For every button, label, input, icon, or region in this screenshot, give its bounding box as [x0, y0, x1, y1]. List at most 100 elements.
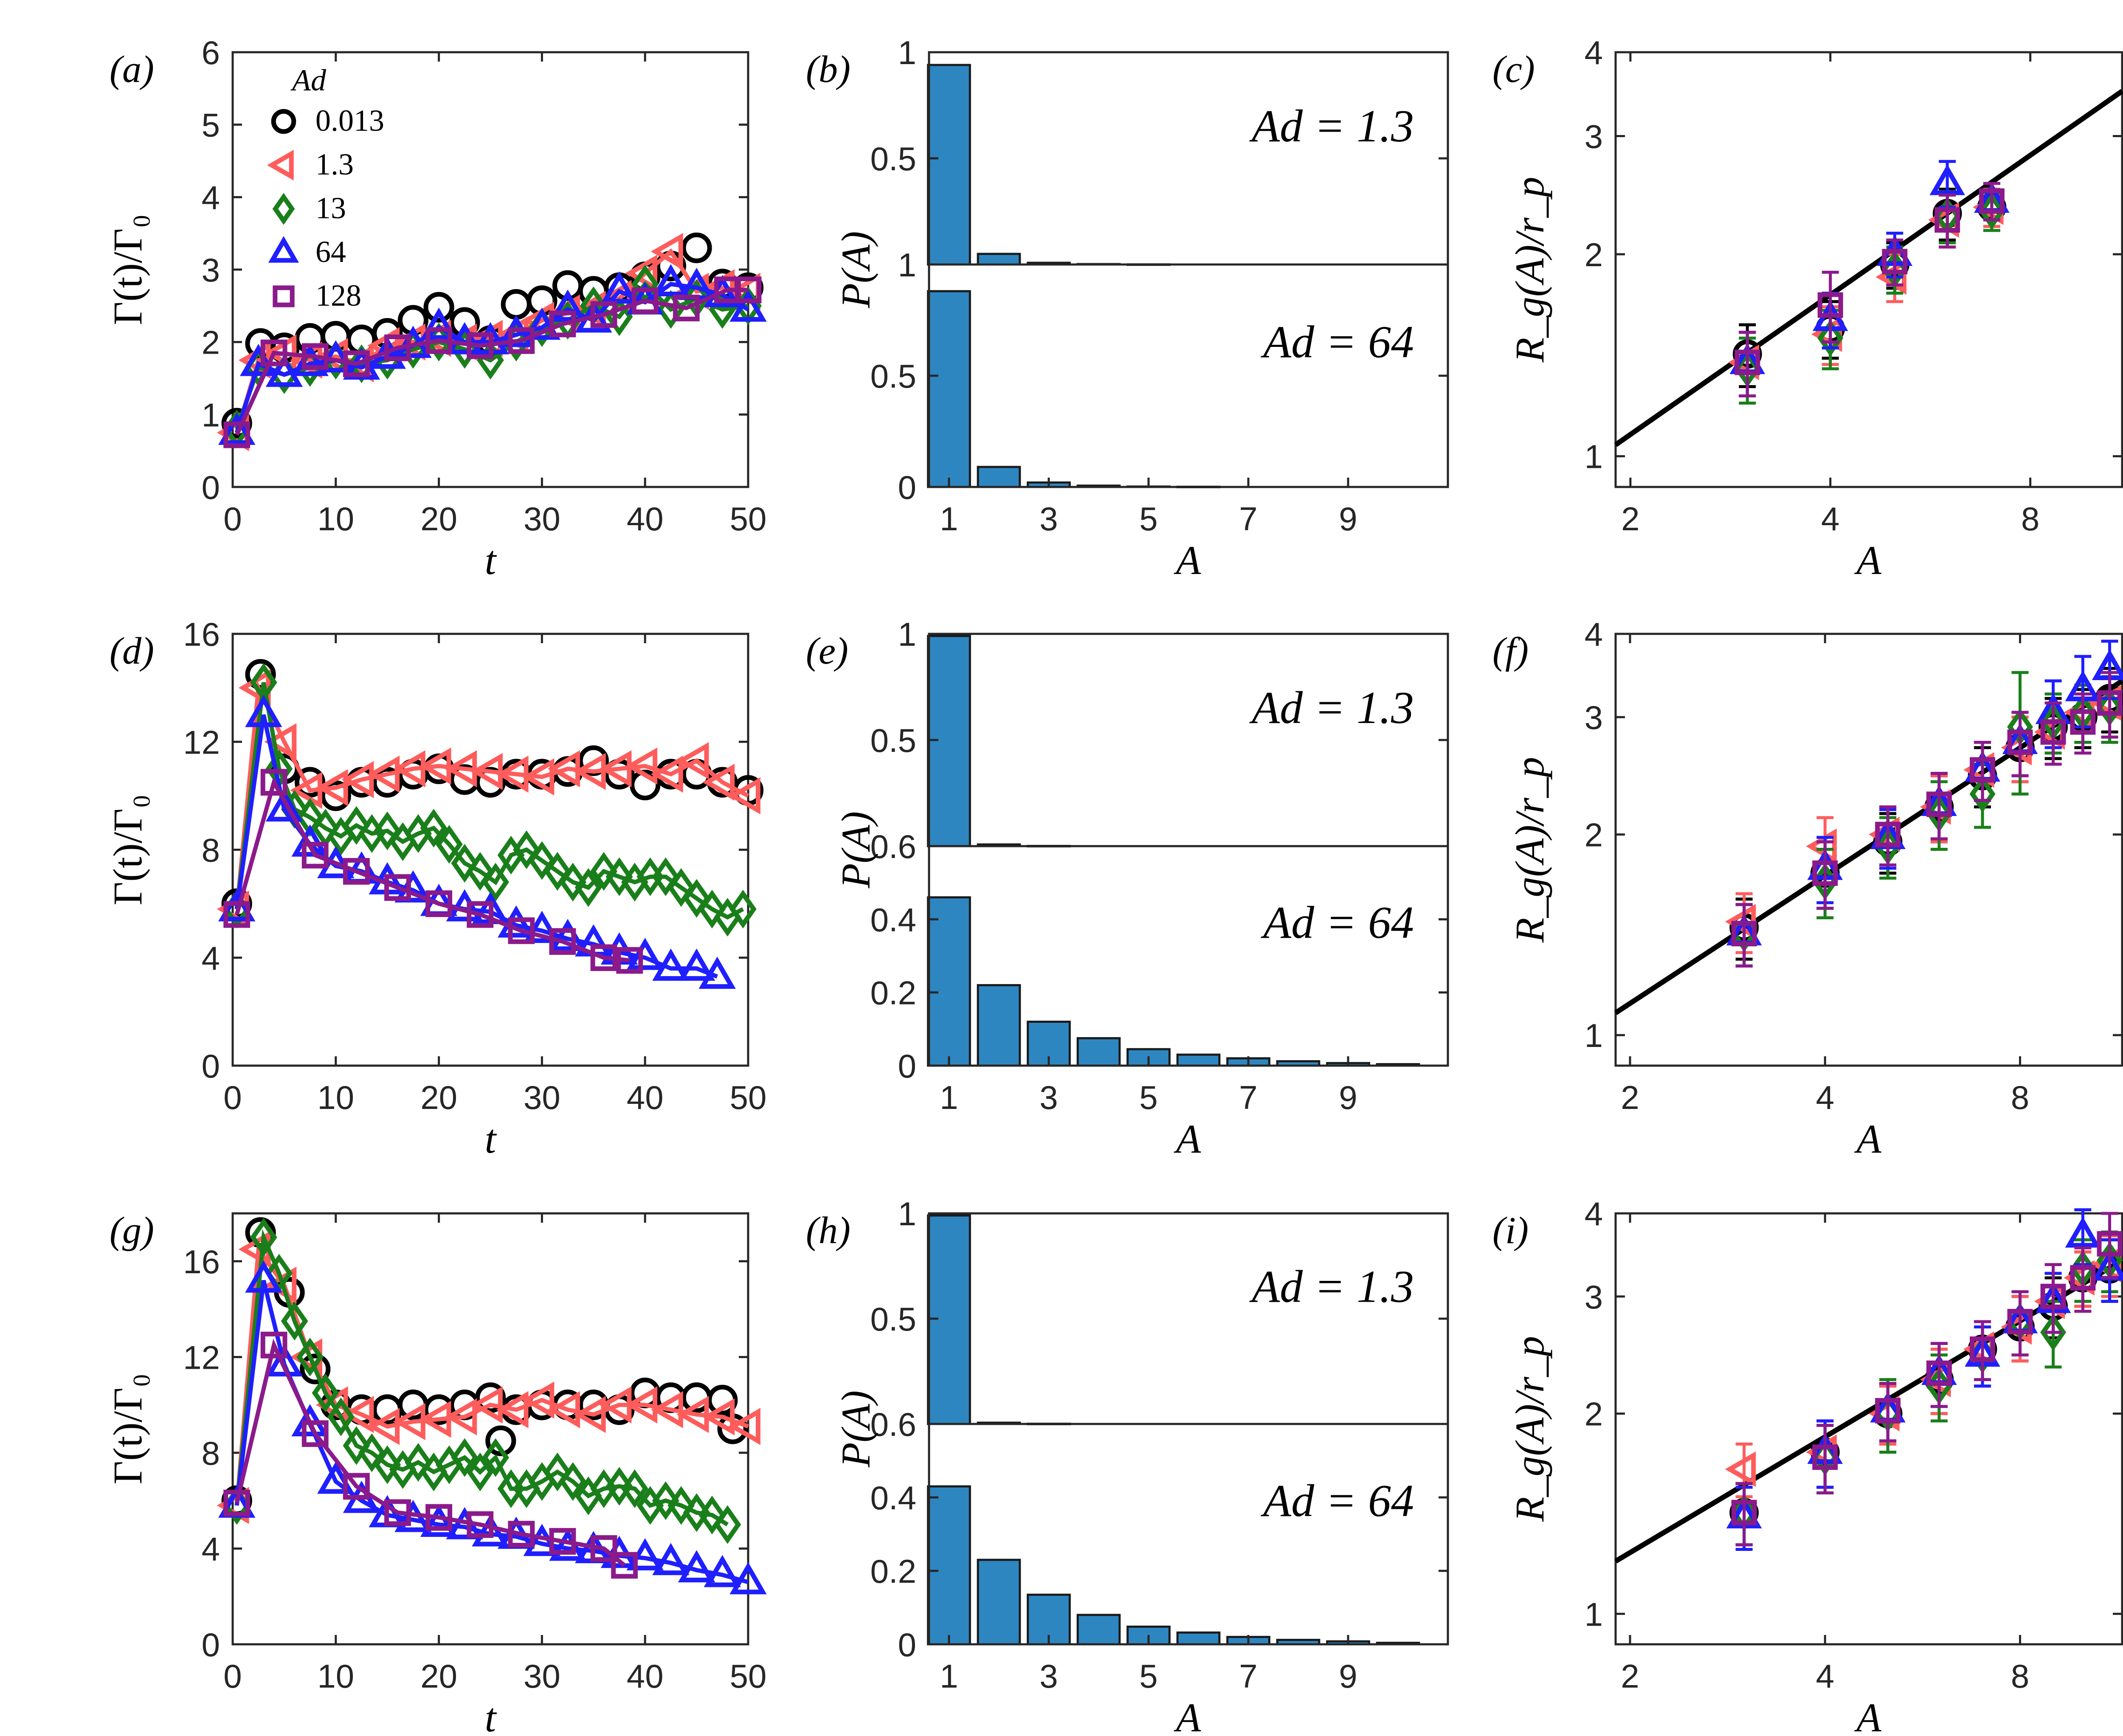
data-point: [445, 1398, 477, 1436]
x-tick-label: 40: [627, 1079, 664, 1116]
x-tick-label: 1: [940, 1079, 958, 1116]
x-tick-label: 9: [1339, 1657, 1357, 1695]
bar: [977, 984, 1021, 1067]
x-tick-label: 7: [1239, 1657, 1257, 1695]
data-point: [2070, 1265, 2096, 1291]
data-point: [496, 1391, 529, 1429]
data-point: [605, 1467, 633, 1506]
data-point: [343, 858, 370, 885]
data-point: [451, 844, 479, 883]
y-tick-label: 1: [898, 246, 916, 284]
panel-label: (d): [110, 630, 154, 672]
y-tick-label: 0.6: [870, 1406, 916, 1443]
series-64: [1729, 160, 2010, 398]
y-tick-label: 3: [1585, 699, 1603, 736]
data-point: [508, 917, 535, 944]
y-tick-label: 1: [1585, 438, 1603, 476]
data-point: [549, 310, 576, 338]
x-tick-label: 20: [420, 500, 457, 537]
data-point: [625, 254, 658, 292]
y-tick-label: 0.4: [870, 901, 916, 938]
y-axis-label: Γ(t)/Γ₀: [105, 214, 150, 325]
y-axis-label: R_g(A)/r_p: [1507, 177, 1552, 363]
x-tick-label: 50: [730, 1079, 767, 1116]
series-line: [235, 287, 748, 436]
x-tick-label: 3: [1039, 1079, 1058, 1116]
x-tick-label: 10: [317, 1657, 354, 1695]
x-tick-label: 2: [1621, 1079, 1639, 1116]
legend: Ad 0.013 1.3 13 64 128: [267, 63, 384, 312]
axes-box: [1614, 1212, 2123, 1646]
axes-box: [928, 51, 1449, 266]
data-point: [482, 1438, 510, 1477]
data-point: [290, 771, 322, 809]
fit-line: [1614, 678, 2123, 1015]
data-point: [2040, 719, 2066, 745]
y-tick-label: 0: [202, 1626, 220, 1663]
y-tick-label: 4: [1585, 34, 1603, 71]
y-tick-label: 0: [202, 469, 220, 506]
data-point: [673, 295, 700, 321]
legend-marker: [267, 149, 294, 181]
x-tick-label: 4: [1821, 500, 1839, 537]
data-point: [678, 1550, 715, 1583]
data-point: [678, 948, 715, 981]
x-tick-label: 8: [2011, 1079, 2029, 1116]
series-128: [223, 1331, 638, 1579]
data-point: [729, 1562, 767, 1595]
bar: [1176, 1631, 1221, 1646]
data-point: [528, 841, 556, 880]
data-point: [652, 857, 679, 896]
series-128: [1734, 182, 2005, 398]
data-point: [626, 937, 664, 970]
data-point: [223, 1489, 251, 1517]
x-axis-label: A: [1854, 537, 1881, 583]
series-13: [1731, 1230, 2123, 1547]
y-axis-label: P(A): [833, 231, 878, 308]
x-tick-label: 7: [1239, 500, 1257, 537]
series-13: [223, 663, 757, 937]
data-point: [425, 1504, 453, 1531]
data-point: [2040, 1314, 2067, 1351]
x-axis-label: A: [1854, 1695, 1881, 1736]
x-tick-label: 5: [1139, 1657, 1157, 1695]
data-point: [714, 1505, 741, 1544]
data-point: [296, 1337, 324, 1376]
data-point: [590, 852, 617, 891]
data-point: [2007, 729, 2033, 755]
y-tick-label: 8: [202, 1435, 220, 1472]
y-tick-label: 0.5: [870, 1300, 916, 1338]
data-point: [301, 1420, 329, 1447]
data-point: [1812, 1444, 1838, 1470]
data-point: [1929, 164, 1965, 195]
x-axis-label: A: [1174, 1116, 1201, 1162]
data-point: [239, 343, 277, 376]
axes-box: [1614, 633, 2123, 1067]
legend-label: 128: [315, 279, 361, 312]
panel-d: 0 10 20 30 40 50 0 4 8 12 16 t Γ(t)/Γ₀ (d): [105, 616, 766, 1162]
y-tick-label: 1: [898, 616, 916, 653]
data-point: [702, 1398, 735, 1436]
data-point: [301, 841, 329, 869]
panel-label: (c): [1492, 48, 1535, 90]
data-point: [605, 857, 633, 896]
x-tick-label: 10: [317, 500, 354, 537]
data-point: [616, 947, 643, 974]
data-point: [1969, 775, 1996, 813]
panel-label: (a): [110, 48, 154, 90]
legend-label: 64: [315, 235, 346, 269]
data-point: [590, 301, 617, 328]
data-point: [245, 1260, 282, 1293]
data-point: [549, 289, 586, 322]
data-point: [573, 1396, 606, 1433]
data-point: [1934, 207, 1960, 233]
data-point: [425, 327, 453, 354]
data-point: [626, 1538, 664, 1570]
data-point: [578, 745, 609, 776]
y-tick-label: 0.2: [870, 974, 916, 1012]
data-point: [374, 811, 401, 850]
data-point: [590, 1535, 617, 1562]
data-point: [573, 753, 606, 790]
